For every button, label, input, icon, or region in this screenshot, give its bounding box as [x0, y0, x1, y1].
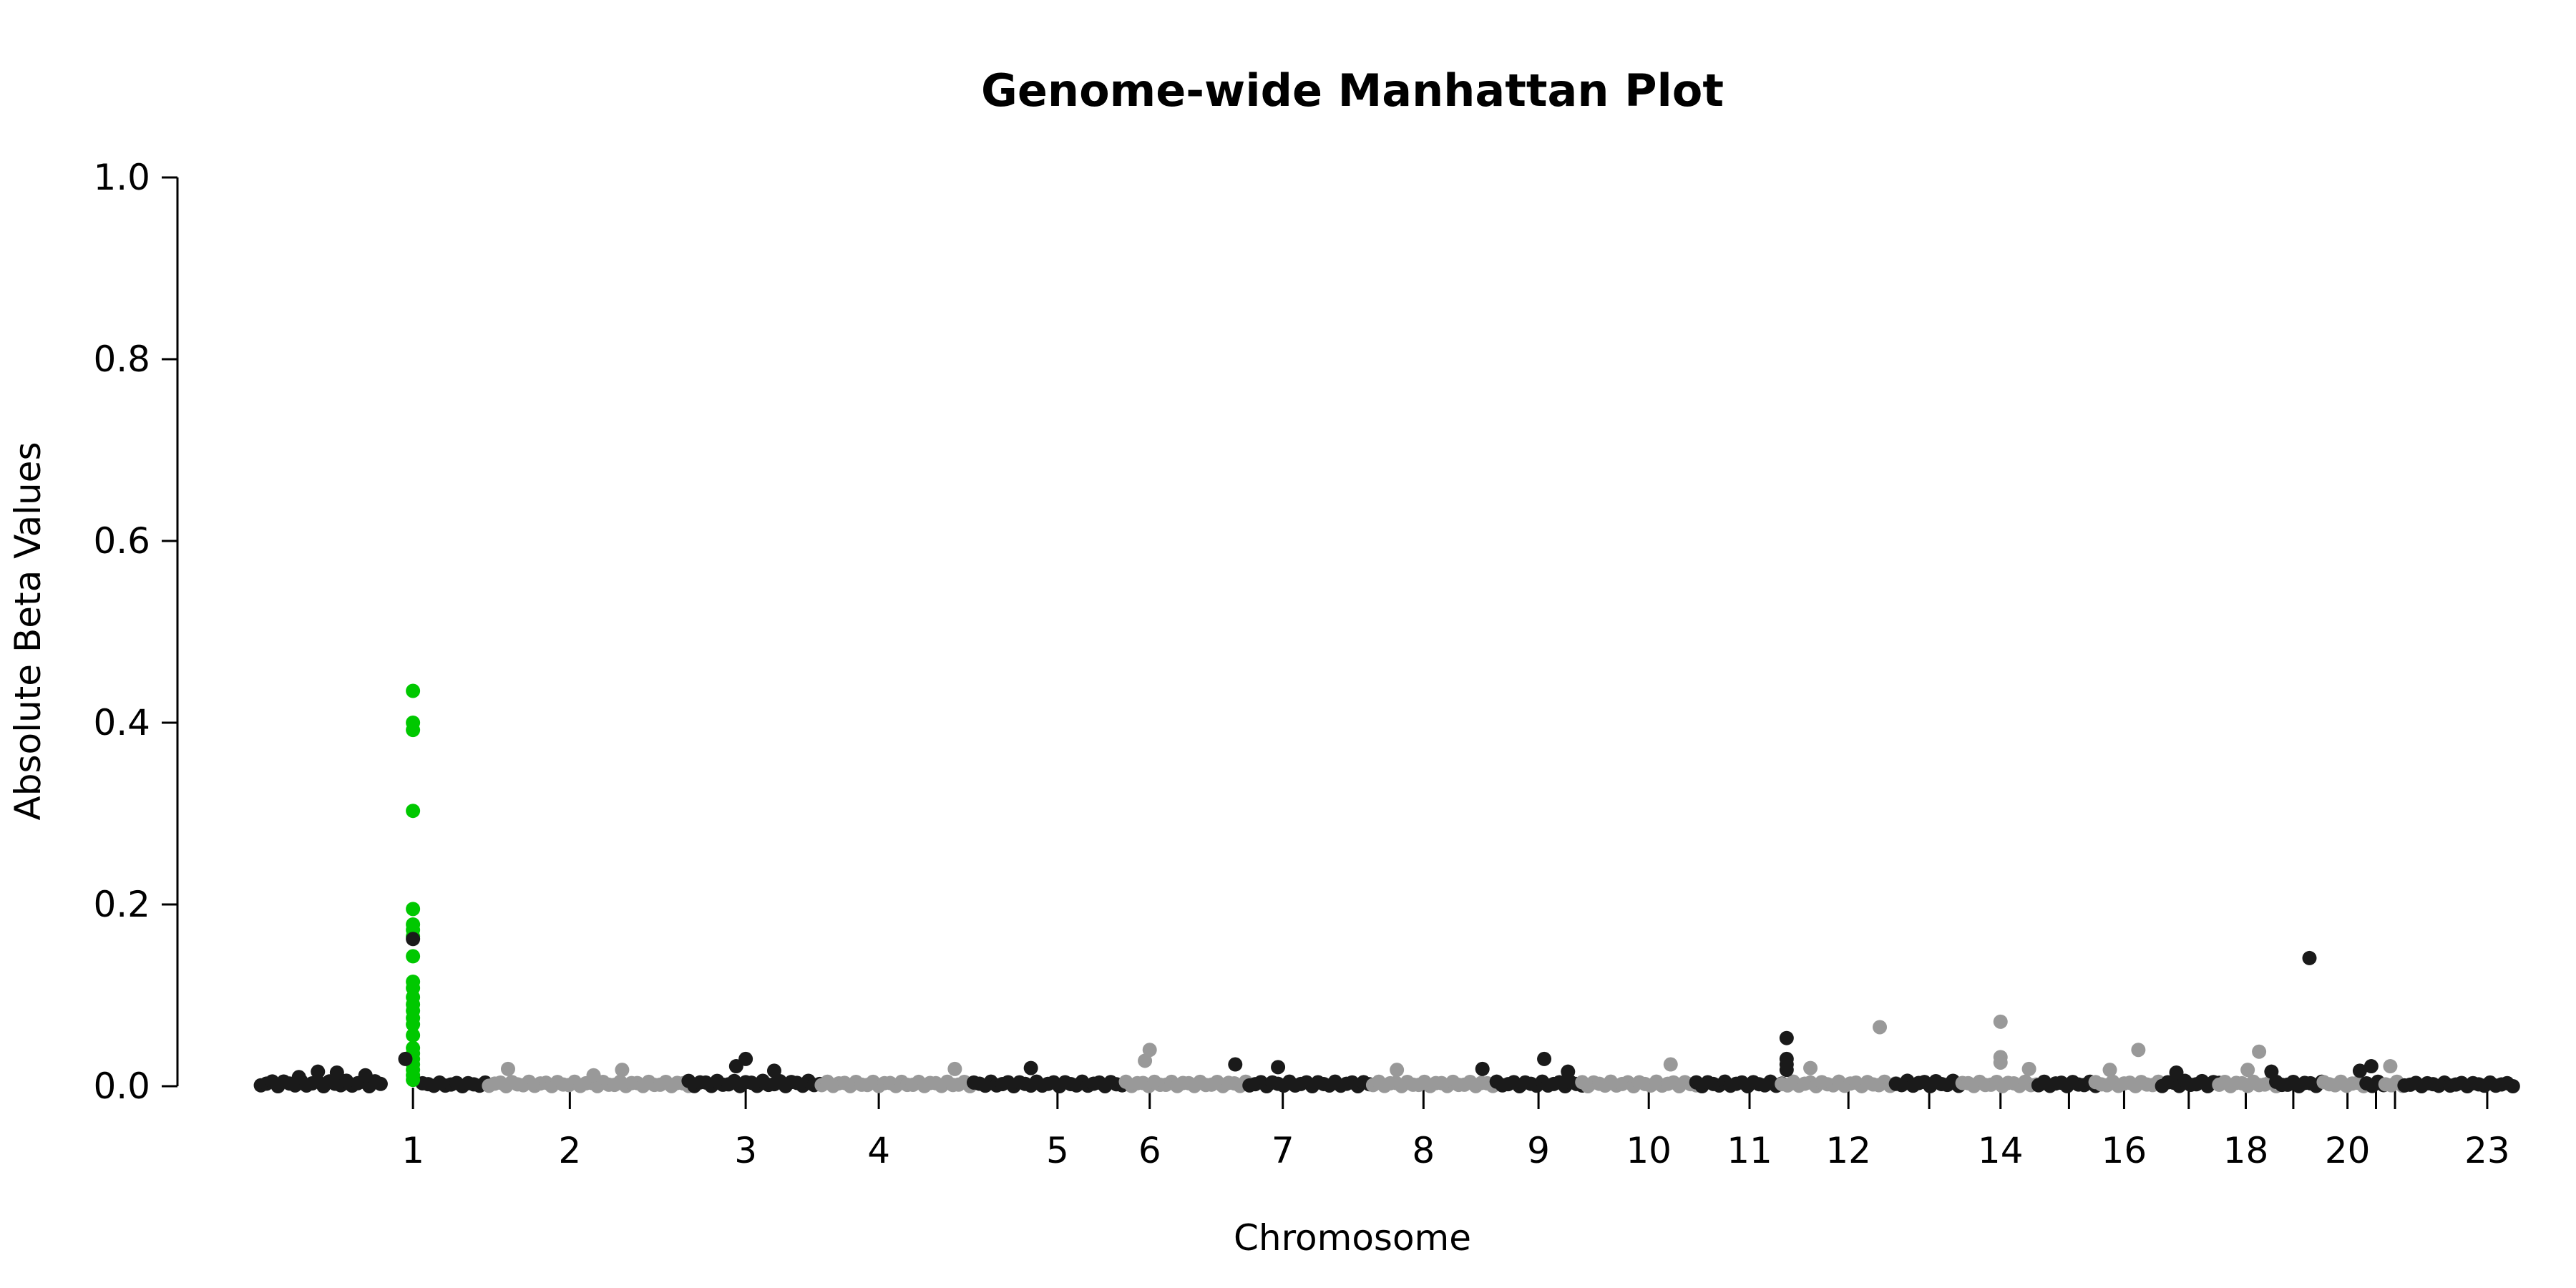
data-point [1475, 1061, 1490, 1076]
y-tick-label: 0.8 [93, 338, 150, 380]
x-tick-label: 3 [734, 1130, 757, 1171]
data-point [2264, 1064, 2279, 1079]
data-point [406, 949, 421, 964]
y-axis-label: Absolute Beta Values [7, 442, 49, 821]
data-point [1803, 1060, 1818, 1075]
data-point [1271, 1060, 1286, 1075]
data-point [406, 683, 421, 698]
x-tick-label: 2 [558, 1130, 581, 1171]
x-axis: 1 2 3 4 5 6 7 8 9 10 11 12 14 16 18 20 23 [401, 1088, 2510, 1171]
data-point [1779, 1063, 1794, 1078]
data-point [291, 1070, 306, 1085]
x-tick-label: 1 [401, 1130, 424, 1171]
data-point [1142, 1043, 1157, 1058]
y-tick-label: 0.0 [93, 1065, 150, 1107]
y-tick-label: 1.0 [93, 157, 150, 198]
data-point [738, 1051, 753, 1066]
chart-title: Genome-wide Manhattan Plot [981, 64, 1724, 117]
data-point [1390, 1063, 1405, 1078]
x-tick-label: 10 [1626, 1130, 1672, 1171]
data-point [1537, 1051, 1552, 1066]
data-point [358, 1068, 373, 1083]
data-point [1663, 1057, 1678, 1072]
data-point [406, 1073, 421, 1088]
data-point [406, 1017, 421, 1032]
data-point [766, 1063, 781, 1078]
y-axis: 0.0 0.2 0.4 0.6 0.8 1.0 [93, 157, 179, 1107]
x-tick-label: 12 [1825, 1130, 1871, 1171]
data-points [291, 683, 2398, 1088]
data-point [1228, 1057, 1243, 1072]
y-tick-label: 0.4 [93, 702, 150, 743]
data-point [398, 1051, 413, 1066]
data-point [1873, 1020, 1888, 1035]
data-point [2383, 1059, 2398, 1074]
x-tick-label: 7 [1272, 1130, 1294, 1171]
data-point [1138, 1053, 1153, 1068]
data-point [1561, 1064, 1576, 1079]
y-tick-label: 0.6 [93, 520, 150, 562]
data-point [1993, 1055, 2008, 1070]
baseline-point [373, 1076, 388, 1091]
data-point [2302, 950, 2317, 965]
data-point [2169, 1065, 2184, 1080]
x-tick-label: 16 [2102, 1130, 2147, 1171]
x-tick-label: 23 [2464, 1130, 2510, 1171]
data-point [615, 1063, 630, 1078]
data-point [500, 1061, 515, 1076]
data-point [406, 1028, 421, 1043]
baseline-point [2505, 1078, 2520, 1093]
x-tick-label: 5 [1046, 1130, 1069, 1171]
data-point [586, 1068, 601, 1083]
data-point [406, 932, 421, 947]
data-point [1993, 1014, 2008, 1029]
data-point [406, 723, 421, 738]
baseline-point-bands [253, 1073, 2520, 1093]
data-point [2363, 1059, 2379, 1074]
data-point [311, 1064, 326, 1079]
x-tick-label: 9 [1527, 1130, 1550, 1171]
data-point [2352, 1063, 2367, 1078]
x-tick-label: 20 [2325, 1130, 2371, 1171]
x-tick-label: 11 [1727, 1130, 1772, 1171]
x-tick-label: 8 [1412, 1130, 1435, 1171]
x-tick-label: 14 [1978, 1130, 2024, 1171]
data-point [2102, 1063, 2117, 1078]
data-point [1779, 1030, 1794, 1045]
data-point [2252, 1044, 2267, 1059]
data-point [2131, 1043, 2146, 1058]
data-point [406, 804, 421, 819]
data-point [947, 1061, 962, 1076]
data-point [329, 1065, 344, 1080]
x-tick-label: 6 [1138, 1130, 1161, 1171]
x-tick-label: 4 [867, 1130, 890, 1171]
data-point [2240, 1063, 2255, 1078]
x-axis-label: Chromosome [1234, 1217, 1471, 1259]
data-point [2021, 1061, 2036, 1076]
x-tick-label: 18 [2223, 1130, 2269, 1171]
data-point [406, 902, 421, 917]
y-tick-label: 0.2 [93, 884, 150, 925]
data-point [1023, 1060, 1038, 1075]
